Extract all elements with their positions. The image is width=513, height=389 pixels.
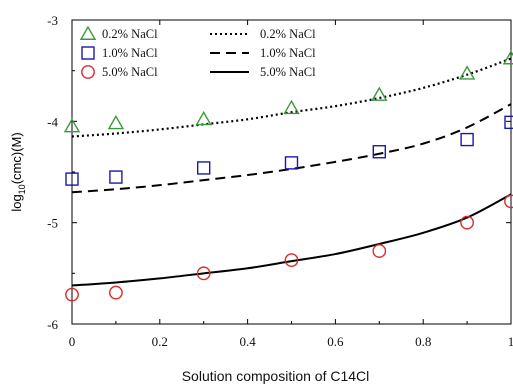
y-axis-title-main: log	[9, 194, 25, 212]
square-data-point	[284, 156, 299, 170]
circle-data-point	[372, 244, 387, 258]
circle-data-point	[196, 266, 211, 281]
legend-marker-label: 5.0% NaCl	[102, 65, 158, 79]
legend-marker-label: 1.0% NaCl	[102, 46, 158, 60]
legend-circle-marker	[81, 65, 95, 79]
circle-data-point	[460, 215, 474, 230]
y-tick-label: -3	[47, 13, 58, 28]
y-axis-title: log10(cmc)(M)	[9, 132, 27, 211]
triangle-data-point	[63, 117, 81, 133]
x-tick-label: 0.6	[327, 334, 344, 349]
y-tick-label: -4	[47, 114, 58, 129]
square-data-point	[460, 132, 474, 147]
legend-line-label: 5.0% NaCl	[260, 65, 316, 79]
square-data-point	[504, 115, 513, 130]
circle-data-point	[504, 194, 513, 209]
x-tick-label: 0.8	[415, 334, 431, 349]
triangle-data-point	[107, 114, 125, 130]
square-data-point	[109, 170, 123, 184]
x-tick-label: 0.2	[152, 334, 168, 349]
plot-area: 0 0.2 0.4 0.6 0.8 1 -3 -4 -5 -6 0.2% NaCl 0.2% NaCl…	[47, 13, 513, 349]
square-data-point	[372, 145, 386, 159]
triangle-data-point	[458, 65, 476, 80]
x-tick-label: 0	[69, 334, 76, 349]
triangle-data-point	[195, 110, 212, 126]
square-data-point	[65, 172, 79, 186]
fit-line-solid	[71, 193, 512, 287]
legend-square-marker	[81, 46, 95, 60]
y-tick-label: -5	[47, 216, 58, 231]
legend-triangle-marker	[79, 25, 97, 40]
x-tick-label: 1	[508, 334, 513, 349]
legend-marker-label: 0.2% NaCl	[102, 27, 158, 41]
y-axis-title-rest: (cmc)(M)	[9, 132, 25, 185]
legend-line-label: 1.0% NaCl	[260, 46, 316, 60]
triangle-data-point	[283, 99, 300, 115]
fit-line-dashed	[71, 103, 512, 194]
circle-data-point	[284, 253, 299, 268]
circle-data-point	[65, 287, 79, 302]
x-tick-label: 0.4	[239, 334, 256, 349]
triangle-data-point	[502, 50, 513, 65]
square-data-point	[196, 161, 211, 175]
y-tick-label: -6	[47, 317, 58, 332]
triangle-data-point	[371, 86, 388, 101]
circle-data-point	[109, 285, 123, 300]
legend-line-label: 0.2% NaCl	[260, 27, 316, 41]
y-axis-title-subscript: 10	[16, 184, 27, 195]
fit-line-dotted	[71, 57, 512, 138]
x-axis-title: Solution composition of C14Cl	[181, 368, 370, 384]
